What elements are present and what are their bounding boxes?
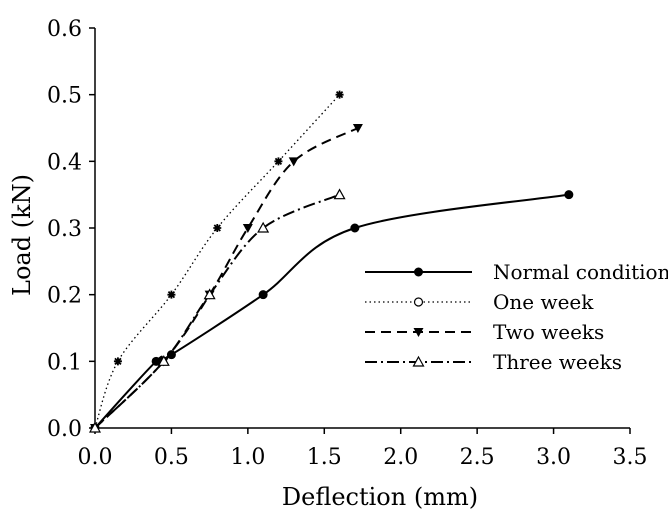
legend-label: Normal condition (493, 260, 668, 284)
legend: Normal condition One week Two weeks Three w… (365, 260, 668, 374)
axes: 0.0 0.1 0.2 0.3 0.4 0.5 0.6 0.0 0.5 1.0 1.5 2.0 2.5… (47, 17, 648, 470)
series-line (94, 94, 341, 429)
y-tick-label: 0.2 (47, 284, 82, 309)
legend-item: Normal condition (365, 260, 668, 284)
data-point (242, 224, 253, 233)
y-tick-label: 0.4 (47, 150, 82, 175)
data-point (167, 290, 176, 299)
data-point (157, 355, 170, 366)
series-layer (88, 90, 574, 433)
y-tick-label: 0.3 (47, 217, 82, 242)
y-tick-label: 0.6 (47, 17, 82, 42)
y-axis-title: Load (kN) (8, 174, 36, 296)
data-point (333, 188, 346, 200)
data-point (288, 157, 299, 167)
y-tick-label: 0.1 (47, 350, 82, 375)
x-tick-label: 0.0 (78, 445, 113, 470)
legend-marker (412, 355, 425, 367)
series-three-weeks (88, 188, 346, 433)
data-point (213, 224, 222, 232)
x-ticks: 0.0 0.5 1.0 1.5 2.0 2.5 3.0 3.5 (78, 428, 648, 470)
data-point (88, 421, 102, 433)
x-tick-label: 2.0 (383, 445, 418, 470)
legend-item: Three weeks (365, 350, 622, 374)
data-point (335, 90, 344, 99)
data-point (113, 357, 122, 366)
x-tick-label: 3.0 (536, 445, 571, 470)
x-tick-label: 1.5 (307, 445, 342, 470)
series-normal-condition (90, 190, 574, 433)
data-point (203, 288, 216, 300)
legend-label: Three weeks (493, 350, 622, 374)
y-tick-label: 0.0 (47, 417, 82, 442)
legend-marker (413, 328, 424, 337)
data-point (151, 356, 161, 366)
legend-item: One week (365, 290, 594, 314)
legend-item: Two weeks (365, 320, 604, 344)
data-point (564, 190, 574, 200)
data-point (274, 157, 283, 166)
series-one-week (91, 90, 344, 432)
x-tick-label: 1.0 (230, 445, 265, 470)
data-point (166, 350, 176, 360)
x-axis-title: Deflection (mm) (282, 483, 478, 511)
data-point (350, 223, 360, 233)
data-point (257, 221, 270, 233)
y-tick-label: 0.5 (47, 84, 82, 109)
x-tick-label: 0.5 (154, 445, 189, 470)
x-tick-label: 3.5 (613, 445, 648, 470)
y-ticks: 0.0 0.1 0.2 0.3 0.4 0.5 0.6 (47, 17, 95, 442)
data-point (352, 124, 363, 133)
series-two-weeks (90, 124, 363, 433)
data-point (258, 290, 268, 300)
legend-label: One week (493, 290, 594, 314)
x-tick-label: 2.5 (460, 445, 495, 470)
legend-marker (413, 297, 424, 307)
legend-label: Two weeks (493, 320, 604, 344)
legend-marker (414, 267, 423, 277)
